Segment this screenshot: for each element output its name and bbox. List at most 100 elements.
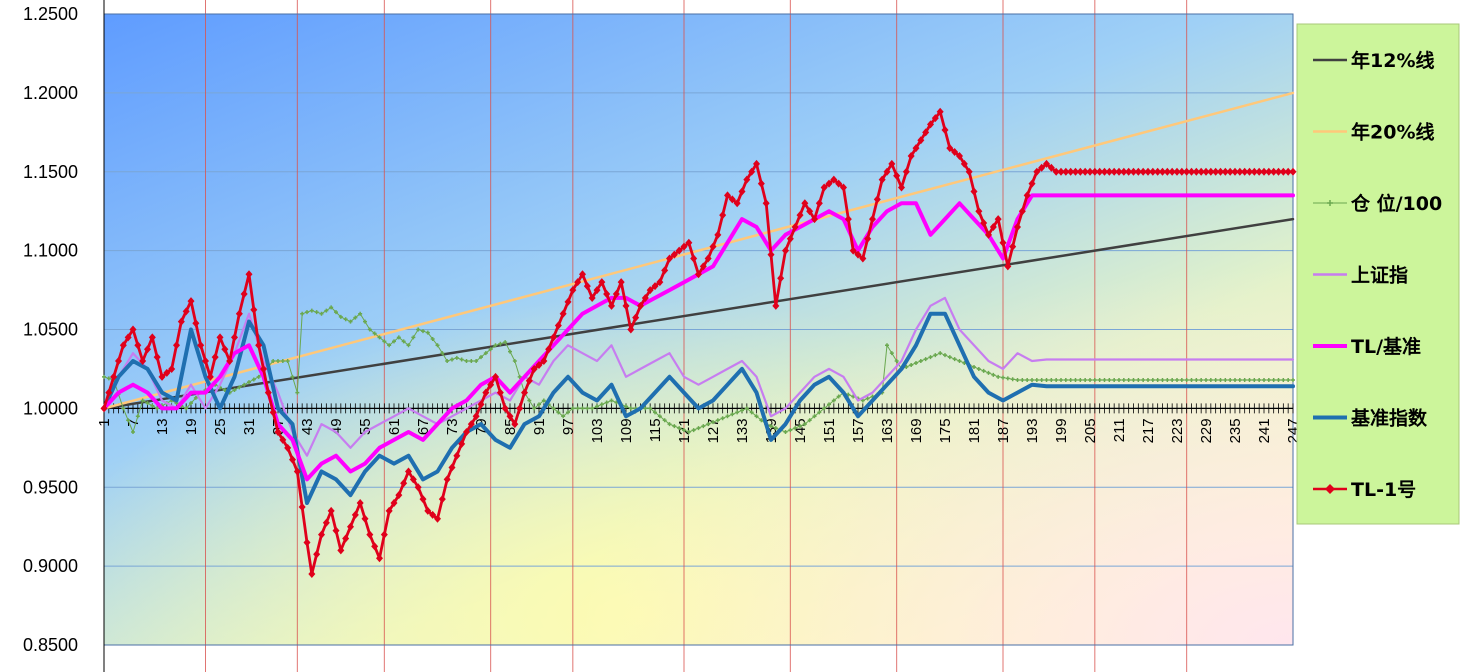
series-point — [163, 368, 171, 377]
series-point — [599, 402, 604, 407]
series-point — [1154, 167, 1162, 176]
series-point — [569, 286, 577, 295]
series-point — [947, 355, 952, 360]
legend-label: TL-1号 — [1351, 479, 1416, 501]
series-point — [1204, 377, 1208, 382]
series-point — [260, 364, 267, 373]
series-point — [728, 195, 736, 204]
series-point — [256, 374, 261, 379]
series-point — [477, 400, 485, 409]
series-point — [604, 400, 609, 405]
series-point — [1088, 377, 1092, 382]
series-point — [1252, 377, 1257, 382]
x-axis-ticks: 1 7 13 19 25 31 37 43 49 55 61 67 73 79 85 91 97 103 109 11… — [96, 418, 1302, 443]
series-point — [300, 311, 305, 316]
series-point — [888, 159, 896, 168]
series-上证指 — [102, 296, 1295, 457]
series-point — [453, 451, 461, 460]
series-point — [802, 422, 807, 427]
x-tick-label: 223 — [1169, 418, 1186, 443]
x-tick-label: 217 — [1140, 418, 1157, 443]
series-point — [493, 343, 498, 348]
series-point — [1057, 167, 1065, 176]
series-point — [550, 333, 557, 342]
y-tick-label: 0.9000 — [23, 556, 78, 576]
y-tick-label: 0.8500 — [23, 635, 78, 655]
series-point — [1150, 377, 1155, 382]
series-point — [245, 270, 253, 279]
series-point — [936, 107, 944, 116]
series-point — [110, 372, 118, 381]
series-point — [322, 518, 330, 527]
y-tick-label: 1.2500 — [23, 4, 78, 24]
series-point — [556, 410, 561, 415]
x-tick-label: 67 — [415, 418, 432, 435]
series-point — [815, 199, 823, 208]
series-point — [1257, 377, 1262, 382]
series-point — [1141, 377, 1146, 382]
series-point — [411, 335, 416, 340]
series-point — [632, 313, 640, 322]
series-point — [994, 215, 1002, 224]
series-point — [957, 359, 962, 364]
series-point — [105, 388, 113, 397]
series-point — [782, 246, 789, 255]
legend-item: TL-1号 — [1313, 479, 1416, 501]
series-point — [981, 368, 986, 373]
series-point — [873, 195, 881, 204]
series-point — [184, 406, 189, 411]
series-point — [878, 175, 886, 184]
legend-item: 上证指 — [1313, 265, 1408, 287]
series-point — [434, 514, 441, 523]
series-point — [653, 410, 657, 415]
y-tick-label: 1.0500 — [23, 320, 78, 340]
series-point — [1047, 163, 1055, 172]
series-point — [1097, 377, 1102, 382]
series-point — [840, 183, 847, 192]
series-point — [530, 364, 538, 373]
series-point — [454, 355, 459, 360]
series-point — [1199, 377, 1204, 382]
series-point — [298, 502, 306, 511]
series-point — [1265, 167, 1273, 176]
series-point — [545, 345, 553, 354]
series-point — [820, 183, 828, 192]
series-point — [574, 278, 582, 287]
series-point — [759, 418, 764, 423]
series-point — [1213, 377, 1218, 382]
series-point — [251, 377, 256, 382]
x-tick-label: 211 — [1111, 418, 1128, 442]
legend-label: 年12%线 — [1351, 49, 1434, 72]
series-point — [222, 387, 227, 392]
series-point — [714, 230, 722, 239]
series-point — [1081, 167, 1089, 176]
series-point — [561, 414, 566, 419]
series-point — [469, 359, 474, 364]
series-point — [1228, 377, 1233, 382]
series-point — [1266, 377, 1271, 382]
series-point — [1136, 377, 1141, 382]
series-point — [951, 148, 959, 157]
series-point — [148, 333, 156, 342]
series-point — [305, 310, 309, 315]
series-point — [1034, 377, 1039, 382]
series-point — [366, 530, 374, 539]
series-point — [406, 343, 411, 348]
series-point — [1175, 377, 1179, 382]
series-point — [1247, 377, 1252, 382]
series-point — [583, 282, 591, 291]
y-tick-label: 1.0000 — [23, 398, 78, 418]
series-line — [102, 311, 1295, 505]
x-tick-label: 73 — [444, 418, 461, 435]
series-point — [657, 414, 662, 419]
series-point — [1221, 167, 1229, 176]
x-tick-label: 91 — [531, 418, 548, 435]
legend-item: TL/基准 — [1313, 335, 1421, 358]
series-point — [825, 179, 833, 188]
series-point — [575, 406, 580, 411]
series-point — [1102, 377, 1107, 382]
series-point — [1197, 167, 1205, 176]
series-point — [1049, 377, 1054, 382]
series-point — [999, 238, 1007, 247]
